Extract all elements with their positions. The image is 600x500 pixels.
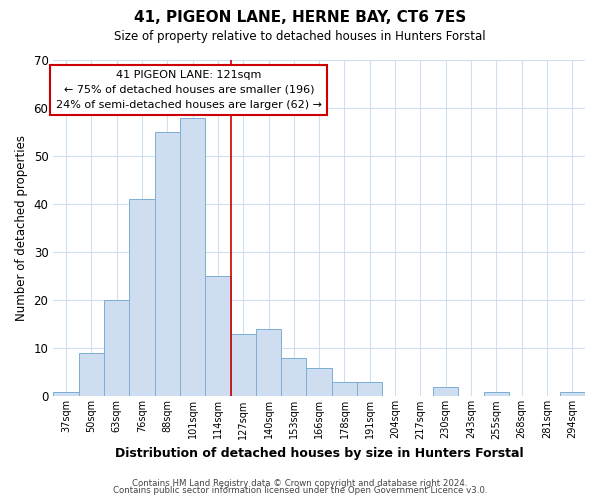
Bar xyxy=(332,382,357,396)
Text: 41, PIGEON LANE, HERNE BAY, CT6 7ES: 41, PIGEON LANE, HERNE BAY, CT6 7ES xyxy=(134,10,466,25)
Bar xyxy=(281,358,307,397)
Bar xyxy=(129,200,155,396)
Bar xyxy=(357,382,382,396)
Text: 41 PIGEON LANE: 121sqm
← 75% of detached houses are smaller (196)
24% of semi-de: 41 PIGEON LANE: 121sqm ← 75% of detached… xyxy=(56,70,322,110)
Bar xyxy=(307,368,332,396)
Bar xyxy=(104,300,129,396)
Y-axis label: Number of detached properties: Number of detached properties xyxy=(15,135,28,321)
Bar xyxy=(433,387,458,396)
Bar xyxy=(180,118,205,396)
Bar xyxy=(53,392,79,396)
Bar xyxy=(205,276,230,396)
Bar xyxy=(560,392,585,396)
Bar xyxy=(79,353,104,397)
Bar xyxy=(484,392,509,396)
Text: Contains public sector information licensed under the Open Government Licence v3: Contains public sector information licen… xyxy=(113,486,487,495)
Bar xyxy=(256,329,281,396)
Bar xyxy=(230,334,256,396)
Text: Contains HM Land Registry data © Crown copyright and database right 2024.: Contains HM Land Registry data © Crown c… xyxy=(132,478,468,488)
X-axis label: Distribution of detached houses by size in Hunters Forstal: Distribution of detached houses by size … xyxy=(115,447,523,460)
Bar xyxy=(155,132,180,396)
Text: Size of property relative to detached houses in Hunters Forstal: Size of property relative to detached ho… xyxy=(114,30,486,43)
